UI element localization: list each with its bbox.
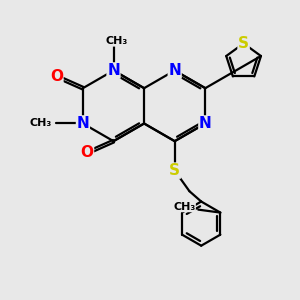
Text: CH₃: CH₃ [105, 36, 128, 46]
Text: CH₃: CH₃ [173, 202, 195, 212]
Text: S: S [169, 163, 180, 178]
Text: N: N [107, 63, 120, 78]
Text: O: O [50, 69, 63, 84]
Text: N: N [76, 116, 89, 131]
Text: N: N [199, 116, 212, 131]
Text: N: N [168, 63, 181, 78]
Text: O: O [80, 146, 94, 160]
Text: S: S [238, 36, 249, 51]
Text: CH₃: CH₃ [30, 118, 52, 128]
